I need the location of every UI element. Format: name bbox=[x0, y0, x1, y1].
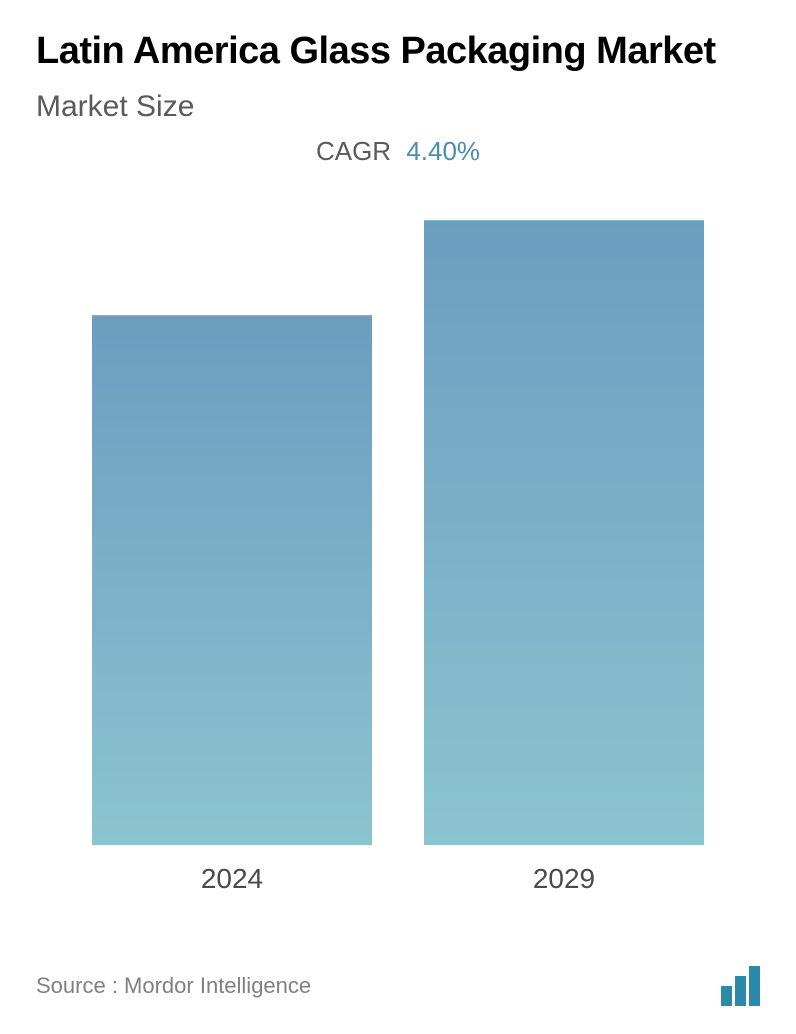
bar-group-2024 bbox=[92, 315, 372, 845]
footer: Source : Mordor Intelligence bbox=[36, 966, 760, 1006]
bar-2029 bbox=[424, 220, 704, 845]
labels-row: 2024 2029 bbox=[36, 845, 760, 895]
cagr-value: 4.40% bbox=[406, 136, 480, 166]
bar-label-2024: 2024 bbox=[92, 863, 372, 895]
logo-icon bbox=[721, 966, 760, 1006]
cagr-row: CAGR 4.40% bbox=[36, 136, 760, 167]
chart-subtitle: Market Size bbox=[36, 90, 760, 124]
bar-group-2029 bbox=[424, 220, 704, 845]
bar-label-2029: 2029 bbox=[424, 863, 704, 895]
chart-title: Latin America Glass Packaging Market bbox=[36, 28, 760, 76]
chart-area bbox=[36, 195, 760, 845]
source-text: Source : Mordor Intelligence bbox=[36, 973, 311, 999]
cagr-label: CAGR bbox=[316, 136, 391, 166]
bar-2024 bbox=[92, 315, 372, 845]
